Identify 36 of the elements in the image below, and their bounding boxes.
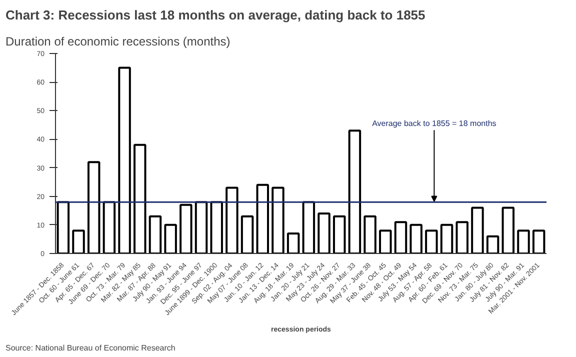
bar xyxy=(180,204,192,254)
bar xyxy=(256,184,270,254)
chart-subtitle: Duration of economic recessions (months) xyxy=(6,34,230,48)
bar xyxy=(194,201,208,254)
bar xyxy=(425,230,438,254)
bar xyxy=(517,230,530,254)
bar xyxy=(87,161,100,254)
bar xyxy=(379,230,392,254)
bar xyxy=(240,215,254,254)
bar xyxy=(532,230,546,254)
bar xyxy=(286,232,300,254)
bar xyxy=(471,206,484,254)
bar xyxy=(302,201,316,254)
bar xyxy=(486,235,500,254)
source-note: Source: National Bureau of Economic Research xyxy=(6,344,176,352)
bar xyxy=(456,221,468,254)
bar xyxy=(272,186,284,254)
bar xyxy=(72,230,85,254)
bar xyxy=(226,186,238,254)
bar xyxy=(56,201,70,254)
bar xyxy=(364,215,376,254)
ref-line-label: Average back to 1855 = 18 months xyxy=(372,119,496,128)
bar xyxy=(210,201,223,254)
chart-title: Chart 3: Recessions last 18 months on average, dating back to 1855 xyxy=(6,8,426,22)
bar xyxy=(102,201,116,254)
bar xyxy=(118,66,131,254)
bar xyxy=(348,130,362,254)
bar xyxy=(394,221,408,254)
bar xyxy=(134,144,146,254)
bar xyxy=(148,215,162,254)
bar xyxy=(332,215,346,254)
bar xyxy=(318,212,330,254)
bar xyxy=(164,224,177,254)
bar xyxy=(440,224,454,254)
bar xyxy=(410,224,422,254)
bar xyxy=(502,206,515,254)
